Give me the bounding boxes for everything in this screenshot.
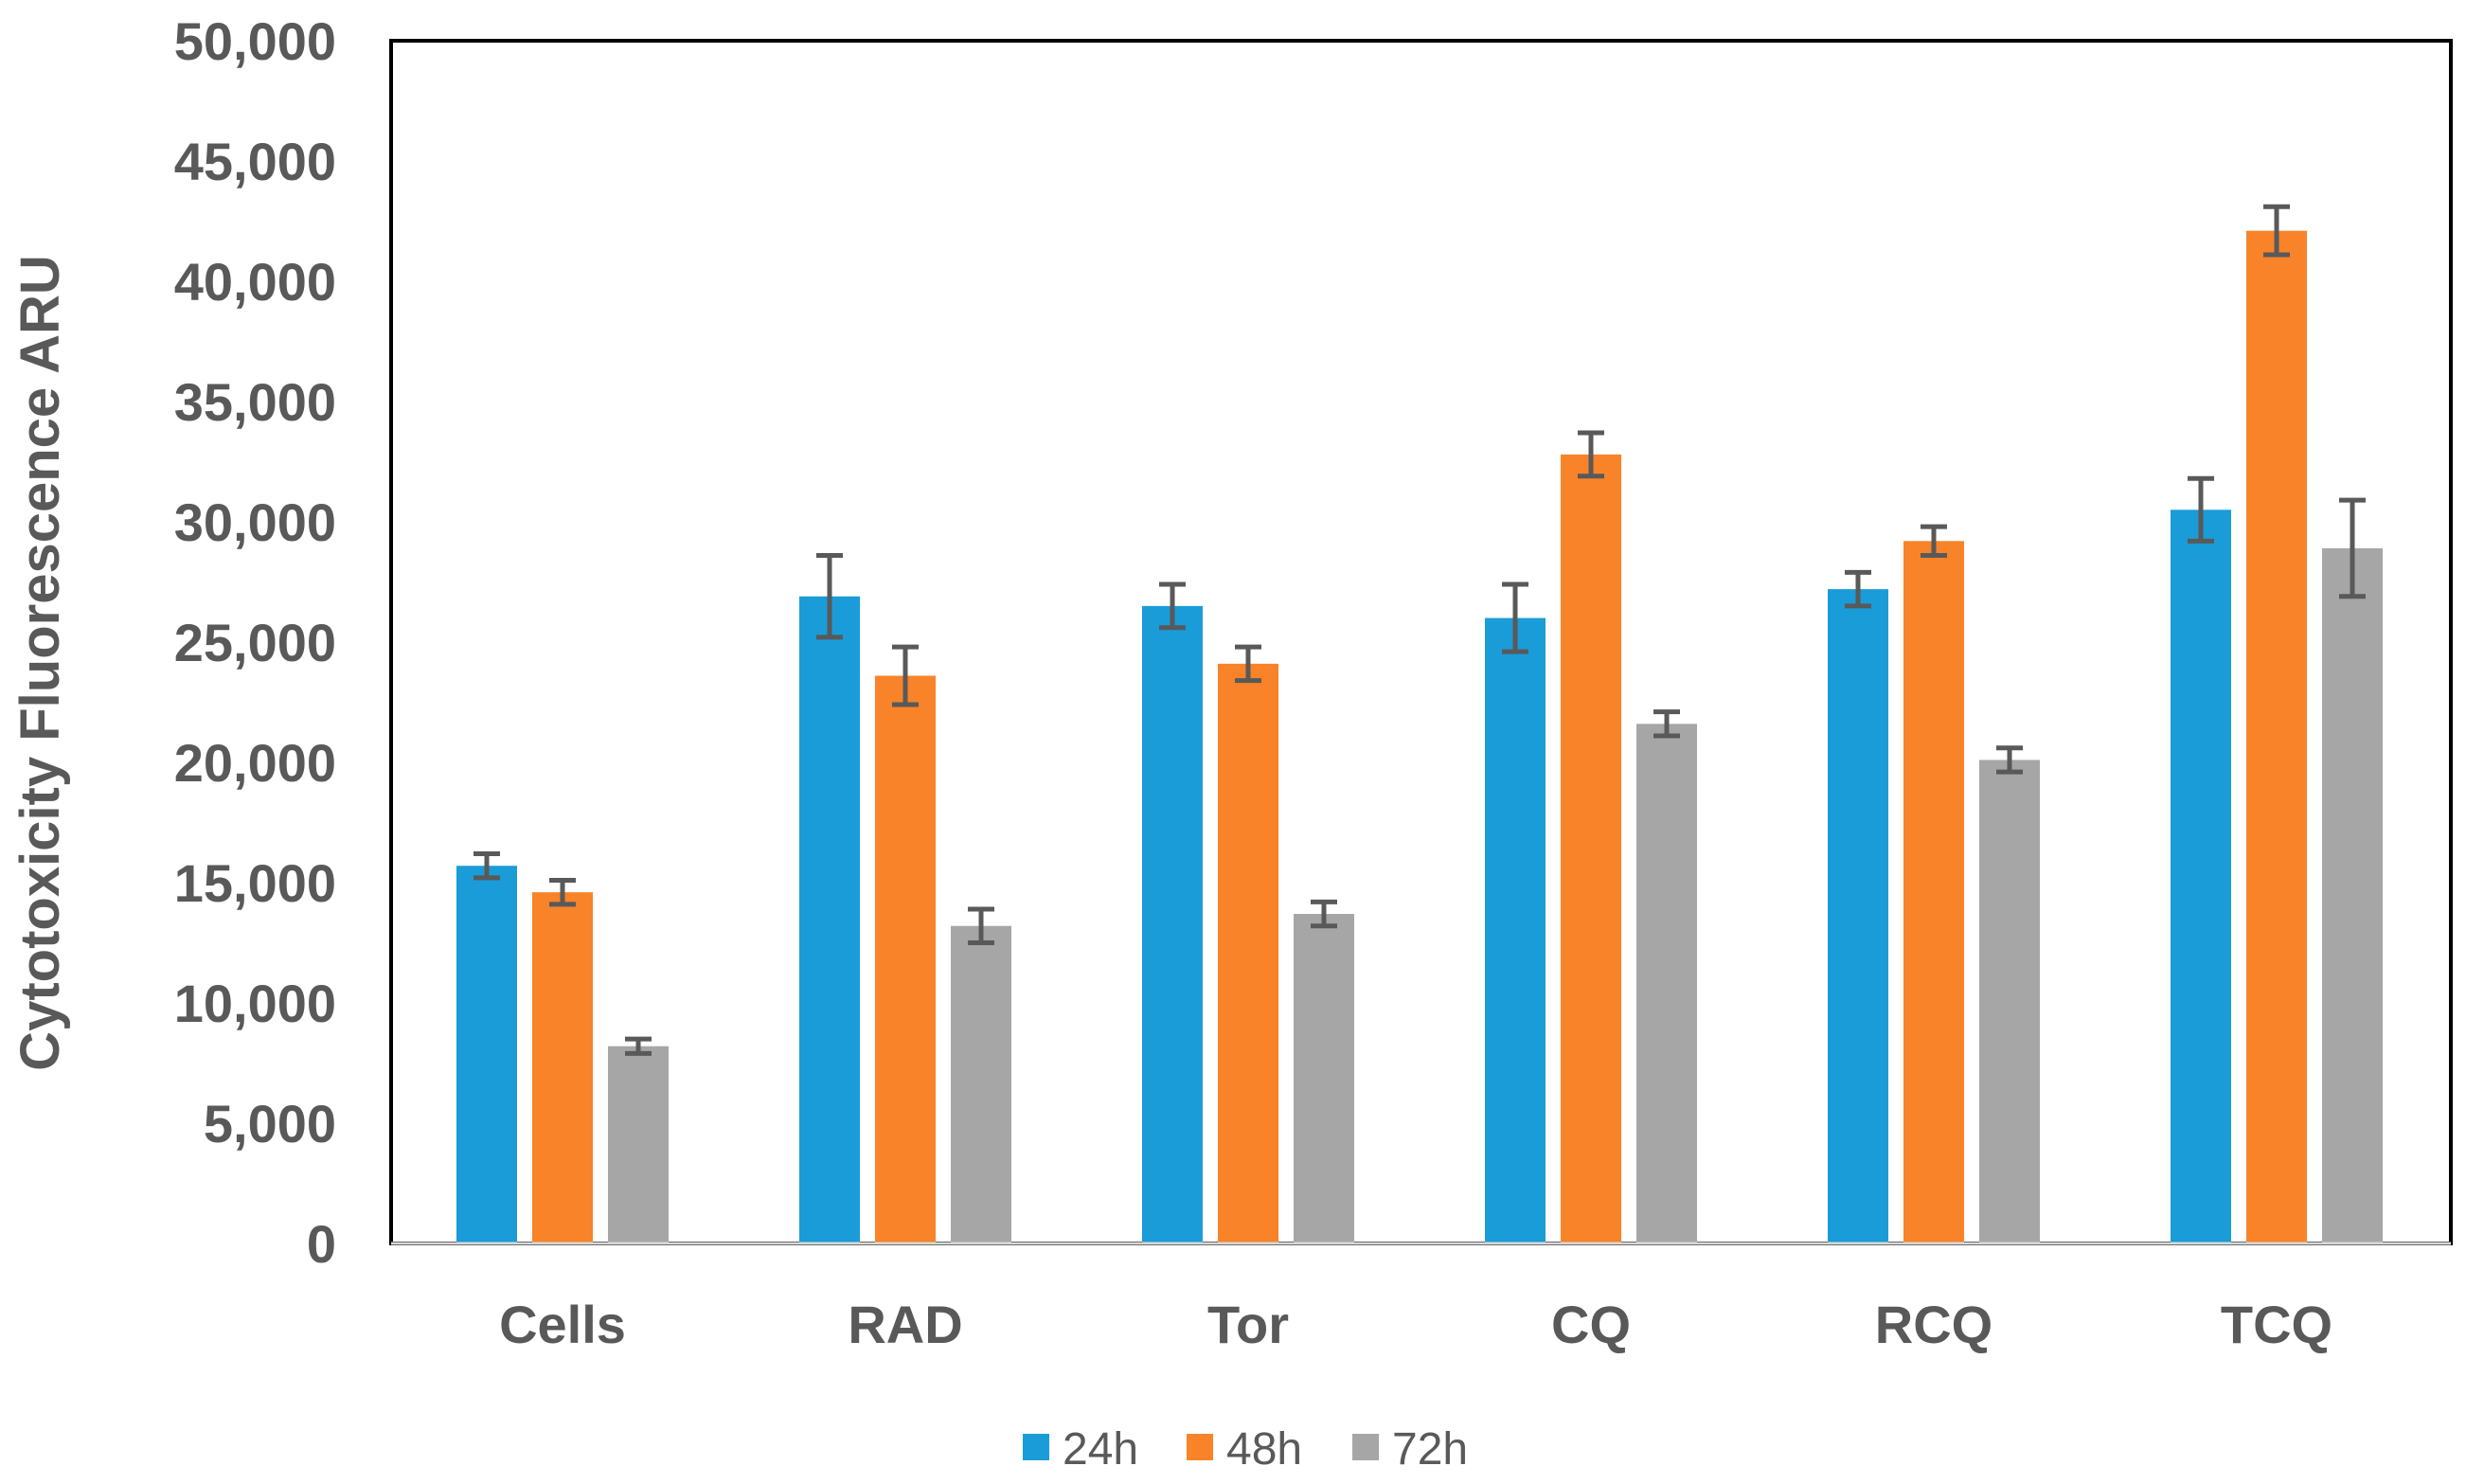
legend-swatch-48h [1187, 1434, 1213, 1460]
error-bar-rcq-24h [1845, 569, 1871, 609]
y-tick-label: 5,000 [204, 1094, 336, 1153]
bar-cells-24h [456, 866, 517, 1243]
bar-tor-48h [1218, 663, 1278, 1243]
legend-label-24h: 24h [1063, 1424, 1138, 1475]
legend-swatch-72h [1352, 1434, 1379, 1460]
error-bar-rad-48h [892, 644, 919, 707]
error-bar-cq-24h [1502, 581, 1528, 654]
error-bar-cells-48h [549, 877, 576, 907]
bar-cq-24h [1485, 617, 1546, 1243]
error-bar-tcq-72h [2339, 497, 2366, 599]
error-bar-cq-48h [1578, 430, 1604, 479]
error-bar-tor-48h [1235, 644, 1261, 684]
bar-tcq-24h [2171, 510, 2231, 1243]
bar-cells-48h [532, 892, 593, 1243]
x-category-label: CQ [1551, 1295, 1631, 1354]
bar-cq-72h [1636, 724, 1697, 1243]
y-tick-label: 25,000 [174, 613, 336, 672]
x-category-label: RAD [848, 1295, 962, 1354]
bar-tor-72h [1294, 914, 1354, 1243]
x-category-label: TCQ [2221, 1295, 2332, 1354]
bar-cells-72h [608, 1046, 669, 1243]
error-bar-cq-72h [1653, 709, 1680, 739]
error-bar-tor-24h [1159, 581, 1186, 631]
bar-rcq-24h [1828, 589, 1888, 1243]
bar-tor-24h [1142, 605, 1203, 1243]
y-tick-label: 50,000 [174, 11, 336, 71]
bar-rcq-48h [1903, 541, 1964, 1243]
plot-frame [389, 39, 2453, 1245]
legend-label-72h: 72h [1392, 1424, 1468, 1475]
y-tick-label: 40,000 [174, 252, 336, 312]
y-tick-label: 0 [307, 1214, 336, 1274]
x-axis-categories: Cells RAD Tor CQ RCQ TCQ [499, 1295, 2332, 1354]
y-tick-label: 10,000 [174, 974, 336, 1033]
error-bar-tcq-24h [2188, 475, 2214, 544]
legend: 24h 48h 72h [1023, 1424, 1468, 1475]
bar-rad-24h [799, 596, 860, 1243]
x-category-label: Tor [1207, 1295, 1289, 1354]
x-category-label: RCQ [1875, 1295, 1992, 1354]
error-bar-rad-72h [968, 906, 994, 945]
x-category-label: Cells [499, 1295, 626, 1354]
error-bar-rcq-72h [1996, 745, 2023, 775]
bar-rad-72h [951, 925, 1011, 1243]
y-axis-ticks: 0 5,000 10,000 15,000 20,000 25,000 30,000 35,0… [174, 11, 336, 1274]
bar-tcq-48h [2246, 230, 2307, 1243]
error-bar-rad-24h [816, 553, 843, 640]
y-tick-label: 30,000 [174, 492, 336, 552]
bar-rad-48h [875, 675, 936, 1243]
legend-swatch-24h [1023, 1434, 1049, 1460]
error-bar-tcq-48h [2263, 204, 2290, 258]
bars-layer [456, 230, 2383, 1243]
bar-rcq-72h [1979, 760, 2040, 1243]
error-bars-layer [474, 204, 2366, 1056]
legend-label-48h: 48h [1226, 1424, 1302, 1475]
error-bar-rcq-48h [1921, 524, 1947, 559]
y-tick-label: 15,000 [174, 853, 336, 913]
y-tick-label: 45,000 [174, 132, 336, 191]
bar-tcq-72h [2322, 547, 2383, 1243]
error-bar-tor-72h [1311, 899, 1337, 929]
error-bar-cells-24h [474, 851, 500, 881]
error-bar-cells-72h [625, 1036, 652, 1056]
y-tick-label: 35,000 [174, 372, 336, 432]
bar-cq-48h [1561, 454, 1621, 1243]
y-tick-label: 20,000 [174, 733, 336, 793]
y-axis-title: Cytotoxicity Fluorescence ARU [9, 255, 71, 1071]
